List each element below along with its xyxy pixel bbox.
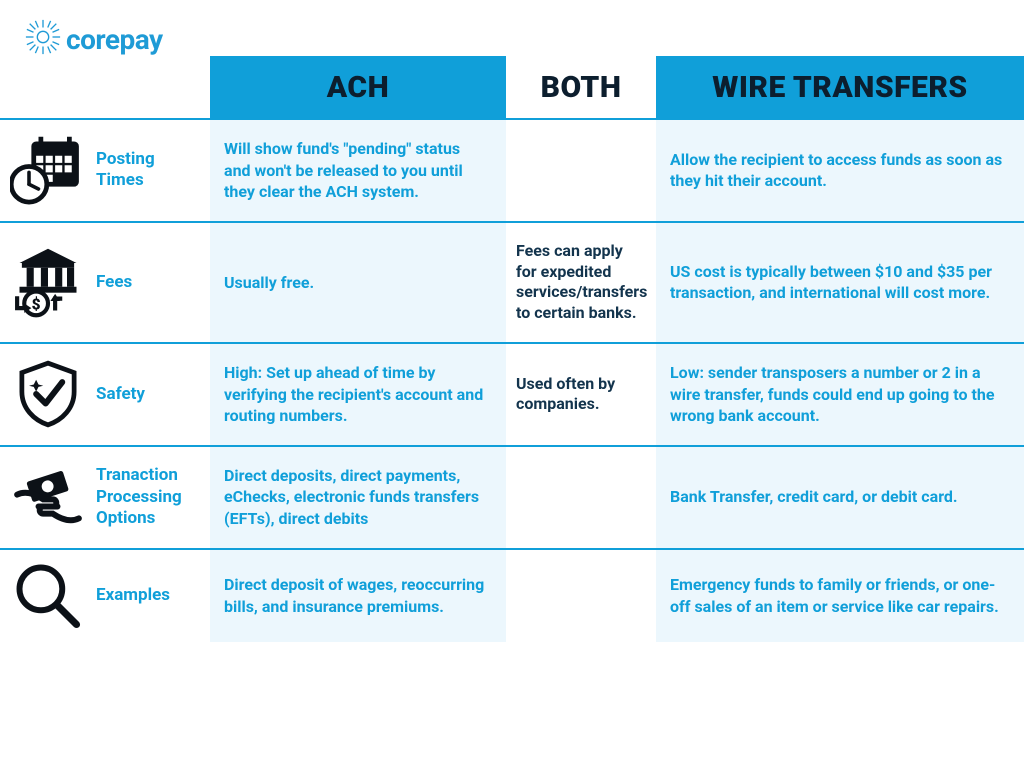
table-row: Tranaction Processing Options Direct dep… xyxy=(0,447,1024,550)
column-header-ach: ACH xyxy=(210,56,506,118)
cell-ach: Direct deposit of wages, reoccurring bil… xyxy=(210,550,506,642)
cell-wire: US cost is typically between $10 and $35… xyxy=(656,223,1024,342)
brand-logo: corepay xyxy=(24,18,163,60)
column-header-wire: WIRE TRANSFERS xyxy=(656,56,1024,118)
row-label: Examples xyxy=(96,550,210,642)
table-row: Examples Direct deposit of wages, reoccu… xyxy=(0,550,1024,642)
cell-both xyxy=(506,447,656,548)
sunburst-icon xyxy=(24,18,62,60)
cell-both: Used often by companies. xyxy=(506,344,656,445)
cell-ach: Will show fund's "pending" status and wo… xyxy=(210,120,506,221)
calendar-clock-icon xyxy=(0,120,96,221)
cell-ach: Usually free. xyxy=(210,223,506,342)
table-row: $ Fees Usually free. Fees can apply for … xyxy=(0,223,1024,344)
magnifier-icon xyxy=(0,550,96,642)
table-row: Posting Times Will show fund's "pending"… xyxy=(0,118,1024,223)
table-row: Safety High: Set up ahead of time by ver… xyxy=(0,344,1024,447)
column-header-both: BOTH xyxy=(506,56,656,118)
svg-text:$: $ xyxy=(32,296,41,314)
cell-both: Fees can apply for expedited services/tr… xyxy=(506,223,656,342)
cell-wire: Allow the recipient to access funds as s… xyxy=(656,120,1024,221)
cell-both xyxy=(506,120,656,221)
hands-money-icon xyxy=(0,447,96,548)
row-label: Fees xyxy=(96,223,210,342)
row-label: Tranaction Processing Options xyxy=(96,447,210,548)
shield-check-icon xyxy=(0,344,96,445)
cell-wire: Low: sender transposers a number or 2 in… xyxy=(656,344,1024,445)
cell-wire: Emergency funds to family or friends, or… xyxy=(656,550,1024,642)
table-header-row: ACH BOTH WIRE TRANSFERS xyxy=(0,56,1024,118)
cell-ach: High: Set up ahead of time by verifying … xyxy=(210,344,506,445)
brand-name: corepay xyxy=(66,23,163,56)
row-label: Safety xyxy=(96,344,210,445)
cell-both xyxy=(506,550,656,642)
comparison-table: ACH BOTH WIRE TRANSFERS Posting Times Wi… xyxy=(0,56,1024,642)
row-label: Posting Times xyxy=(96,120,210,221)
bank-fees-icon: $ xyxy=(0,223,96,342)
cell-wire: Bank Transfer, credit card, or debit car… xyxy=(656,447,1024,548)
cell-ach: Direct deposits, direct payments, eCheck… xyxy=(210,447,506,548)
